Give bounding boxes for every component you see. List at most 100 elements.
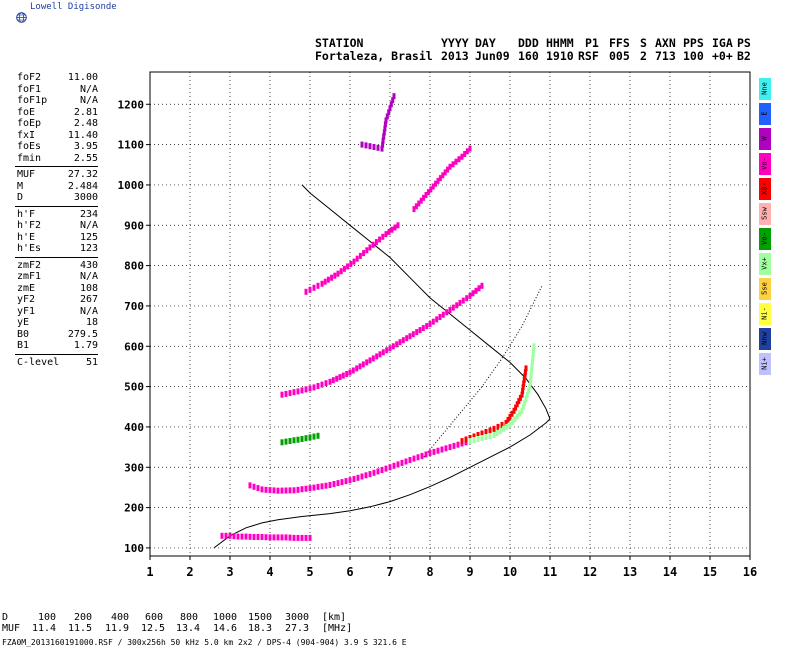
- echo-point: [523, 399, 527, 406]
- table-cell: 18.3: [248, 623, 273, 634]
- echo-point: [331, 377, 335, 384]
- parameter-panel: foF2 11.00 foF1 N/A foF1p N/A foE 2.81 foEp 2…: [2, 72, 98, 368]
- echo-point: [521, 387, 525, 394]
- echo-point: [405, 335, 409, 342]
- echo-point: [264, 534, 268, 541]
- param-value: 234: [79, 208, 98, 220]
- header-hhmm-value: 1910: [546, 49, 574, 63]
- legend-item: Ni-: [759, 303, 771, 325]
- echo-point: [456, 441, 460, 448]
- echo-point: [346, 263, 350, 270]
- echo-point: [364, 472, 368, 479]
- header-axn-value: 713: [655, 49, 676, 63]
- echo-point: [460, 153, 464, 160]
- param-value: 2.48: [73, 118, 98, 129]
- x-tick-label: 12: [583, 565, 597, 579]
- echo-point: [472, 433, 476, 440]
- echo-point: [288, 390, 292, 397]
- echo-point: [312, 284, 316, 291]
- echo-point: [472, 437, 476, 443]
- echo-point: [383, 125, 387, 132]
- param-row: M 2.484: [2, 181, 98, 193]
- echo-point: [361, 361, 365, 368]
- echo-point: [248, 533, 252, 540]
- echo-point: [316, 483, 320, 490]
- header-ddd: DDD: [518, 36, 539, 50]
- echo-point: [308, 286, 312, 293]
- echo-point: [304, 386, 308, 393]
- table-cell: 12.5: [141, 623, 166, 634]
- echo-point: [510, 410, 514, 417]
- y-tick-label: 100: [124, 542, 144, 555]
- echo-point: [365, 359, 369, 366]
- echo-point: [448, 163, 452, 170]
- echo-point: [512, 407, 516, 414]
- echo-point: [502, 425, 506, 432]
- x-tick-label: 14: [663, 565, 677, 579]
- legend-label: Ni-: [760, 307, 769, 320]
- echo-point: [375, 353, 379, 360]
- param-value: 1.79: [73, 340, 98, 351]
- echo-point: [451, 161, 455, 168]
- echo-point: [431, 318, 435, 325]
- echo-point: [525, 391, 529, 398]
- param-label: foF1p: [17, 95, 48, 106]
- echo-point: [372, 469, 376, 476]
- table-cell: 400: [111, 612, 130, 623]
- legend-item: Ssw: [759, 203, 771, 225]
- echo-point: [308, 534, 312, 541]
- echo-point: [349, 261, 353, 267]
- y-tick-label: 1000: [118, 179, 145, 192]
- echo-point: [400, 459, 404, 466]
- header-ddd-value: 160: [518, 49, 539, 63]
- table-cell: 13.4: [176, 623, 201, 634]
- echo-point: [312, 384, 316, 391]
- echo-point: [416, 454, 420, 461]
- echo-point: [424, 192, 428, 198]
- echo-point: [388, 464, 392, 471]
- legend-label: W: [760, 136, 769, 141]
- echo-point: [304, 435, 308, 442]
- echo-point: [388, 345, 392, 352]
- legend-item: W: [759, 128, 771, 150]
- table-cell: 3000: [285, 612, 310, 623]
- echo-point: [522, 380, 526, 387]
- param-label: foEp: [17, 118, 42, 129]
- echo-point: [344, 478, 348, 485]
- echo-point: [532, 343, 536, 350]
- param-label: fmin: [17, 152, 42, 164]
- param-row: D 3000: [2, 192, 98, 204]
- echo-point: [448, 444, 452, 451]
- legend-label: Nne: [760, 82, 769, 95]
- echo-point: [374, 239, 378, 246]
- plot-grid: [150, 72, 750, 556]
- row-label: D: [2, 612, 9, 623]
- echo-point: [471, 290, 475, 297]
- echo-point: [341, 372, 345, 379]
- echo-point: [391, 97, 395, 104]
- echo-point: [488, 427, 492, 434]
- echo-point: [292, 534, 296, 541]
- echo-point: [448, 307, 452, 313]
- echo-point: [280, 487, 284, 494]
- echo-point: [445, 309, 449, 316]
- echo-point: [284, 390, 288, 397]
- legend-label: Vo-: [760, 157, 769, 170]
- header-iga: IGA: [712, 36, 733, 50]
- echo-point: [368, 244, 372, 251]
- param-label: foEs: [17, 141, 42, 152]
- echo-point: [495, 430, 499, 436]
- echo-point: [324, 380, 328, 387]
- echo-point: [292, 437, 296, 444]
- table-cell: 27.3: [285, 623, 310, 634]
- echo-point: [508, 421, 512, 428]
- echo-point: [505, 423, 509, 430]
- table-cell: 100: [38, 612, 57, 623]
- legend-item: Vo-: [759, 153, 771, 175]
- header-s: S: [640, 36, 647, 50]
- echo-point: [332, 481, 336, 487]
- echo-point: [320, 280, 324, 287]
- echo-point: [441, 172, 445, 179]
- x-tick-label: 16: [743, 565, 757, 579]
- param-value: N/A: [79, 83, 98, 95]
